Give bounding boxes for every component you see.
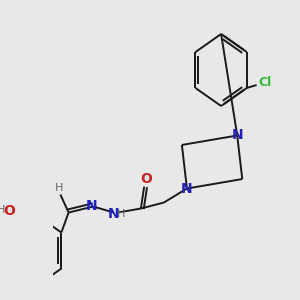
Text: Cl: Cl [258,76,272,89]
Text: N: N [181,182,193,196]
Text: N: N [86,199,98,212]
Text: O: O [140,172,152,185]
Text: O: O [4,203,15,218]
Text: N: N [231,128,243,142]
Text: N: N [108,206,120,220]
Text: H: H [0,205,5,214]
Text: H: H [56,182,64,193]
Text: H: H [117,208,125,218]
